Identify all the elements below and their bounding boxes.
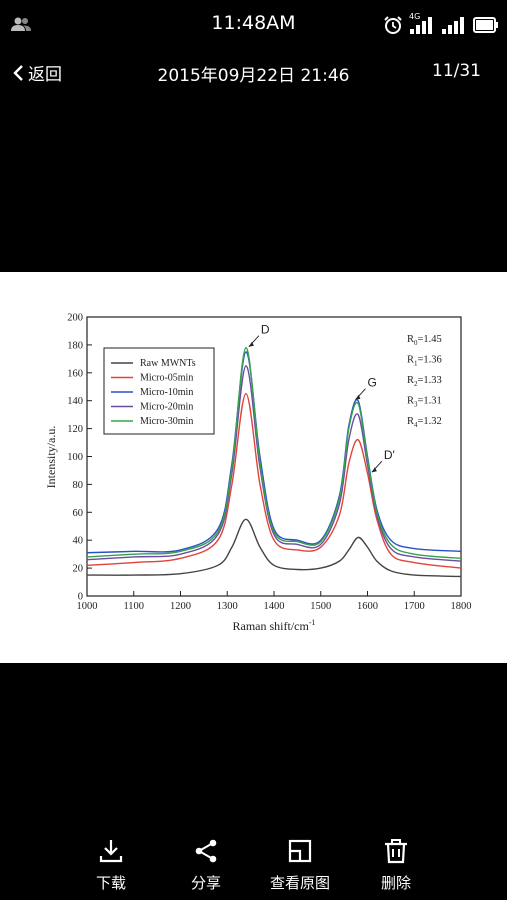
peak-arrowhead (248, 341, 254, 347)
y-tick-label: 140 (67, 396, 83, 407)
y-tick-label: 200 (67, 313, 83, 324)
peak-arrowhead (371, 467, 377, 473)
back-label: 返回 (28, 65, 62, 85)
y-tick-label: 0 (78, 592, 83, 603)
delete-button[interactable]: 删除 (356, 838, 436, 893)
user-group-icon (11, 17, 31, 31)
y-tick-label: 80 (73, 480, 84, 491)
alarm-clock-icon (384, 16, 402, 34)
chart-legend: Raw MWNTs Micro-05min Micro-10min Micro-20m… (103, 347, 215, 435)
legend-entry: Micro-20min (140, 402, 193, 413)
cell-signal-icon (442, 17, 464, 34)
peak-label: D' (384, 448, 395, 462)
share-icon (195, 839, 217, 863)
photo-timestamp: 2015年09月22日 21:46 (157, 66, 350, 86)
trash-icon (385, 839, 407, 864)
view-original-button[interactable]: 查看原图 (260, 838, 340, 893)
download-icon (99, 840, 123, 863)
battery-icon (473, 17, 498, 33)
legend-entry: Micro-10min (140, 387, 193, 398)
ratio-annotation: R1=1.36 (407, 355, 442, 368)
nav-bar: 返回 2015年09月22日 21:46 11/31 (0, 48, 507, 98)
download-button[interactable]: 下载 (71, 838, 151, 893)
series-line (86, 365, 462, 562)
status-bar: 11:48AM 4G (0, 0, 507, 48)
share-button[interactable]: 分享 (166, 838, 246, 893)
y-tick-label: 60 (73, 508, 84, 519)
delete-label: 删除 (380, 874, 411, 892)
ratio-annotation: R2=1.33 (407, 375, 442, 388)
x-tick-label: 1100 (123, 601, 144, 612)
network-type-label: 4G (409, 12, 421, 21)
y-tick-label: 100 (67, 452, 83, 463)
photo-counter: 11/31 (432, 61, 481, 81)
legend-entry: Raw MWNTs (140, 358, 196, 369)
series-line (86, 346, 462, 560)
peak-label: D (261, 323, 270, 337)
y-axis-label: Intensity/a.u. (44, 426, 58, 489)
photo-viewer[interactable]: 1000 1100 1200 1300 1400 1500 1600 1700 1800 0 20 4… (0, 272, 507, 663)
x-tick-label: 1800 (451, 601, 472, 612)
series-line (86, 393, 462, 569)
chevron-left-icon (13, 64, 23, 81)
back-button[interactable]: 返回 (12, 60, 62, 85)
x-tick-label: 1000 (77, 601, 98, 612)
ratio-annotation: R0=1.45 (407, 334, 442, 347)
x-tick-label: 1500 (310, 601, 331, 612)
x-tick-label: 1600 (357, 601, 378, 612)
series-line (86, 518, 462, 578)
download-label: 下载 (95, 874, 126, 892)
y-tick-label: 40 (73, 536, 84, 547)
y-tick-label: 160 (67, 368, 83, 379)
x-tick-label: 1300 (217, 601, 238, 612)
raman-chart: 1000 1100 1200 1300 1400 1500 1600 1700 1800 0 20 4… (0, 272, 507, 663)
y-tick-label: 20 (73, 564, 84, 575)
legend-entry: Micro-05min (140, 373, 193, 384)
x-tick-label: 1700 (404, 601, 425, 612)
y-tick-label: 180 (67, 340, 83, 351)
view-original-label: 查看原图 (269, 874, 330, 892)
y-tick-label: 120 (67, 424, 83, 435)
ratio-annotation: R3=1.31 (407, 396, 442, 409)
status-time: 11:48AM (211, 12, 296, 34)
x-axis-label: Raman shift/cm-1 (233, 618, 316, 633)
legend-entry: Micro-30min (140, 416, 193, 427)
4g-signal-icon: 4G (409, 12, 435, 35)
x-tick-label: 1200 (170, 601, 191, 612)
peak-label: G (367, 376, 376, 390)
bottom-action-bar: 下载 分享 查看原图 删除 (0, 830, 507, 900)
ratio-annotation: R4=1.32 (407, 416, 442, 429)
view-original-icon (288, 839, 312, 863)
share-label: 分享 (190, 874, 221, 892)
x-tick-label: 1400 (264, 601, 285, 612)
peak-arrowhead (355, 394, 361, 400)
